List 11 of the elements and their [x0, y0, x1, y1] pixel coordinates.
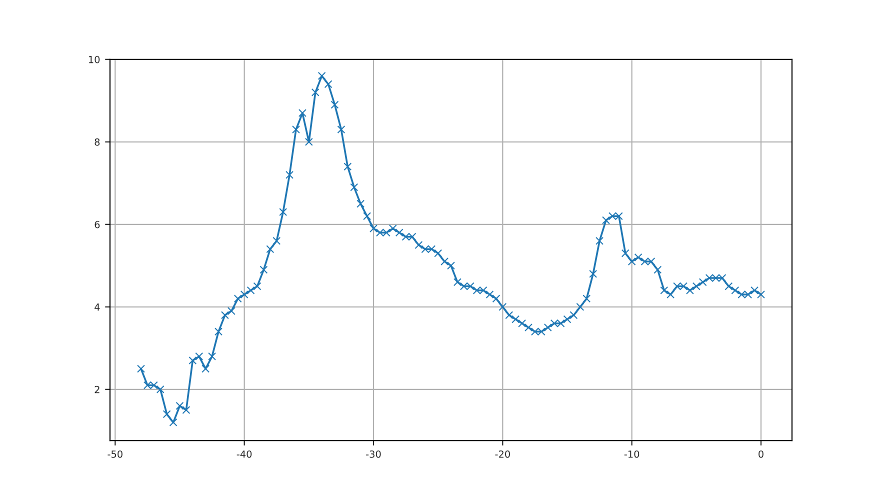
x-tick-label: -20 [495, 450, 510, 458]
y-tick-label: 2 [94, 386, 100, 394]
x-tick-label: -30 [366, 450, 381, 458]
y-tick-label: 6 [94, 220, 100, 228]
x-tick-label: -50 [108, 450, 122, 458]
x-tick-label: -10 [624, 450, 640, 458]
x-tick-label: 0 [758, 450, 764, 458]
y-tick-label: 10 [88, 56, 100, 64]
y-tick-label: 4 [94, 304, 100, 311]
x-tick-label: -40 [236, 450, 252, 458]
y-tick-label: 8 [94, 138, 100, 146]
